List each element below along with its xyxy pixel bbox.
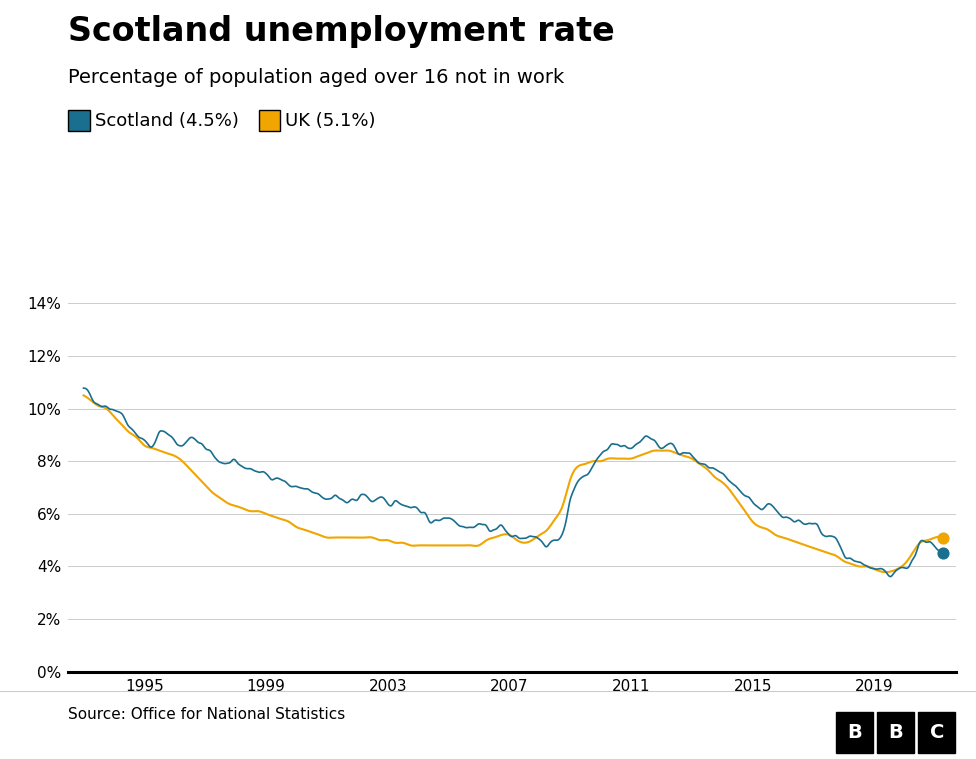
Bar xyxy=(877,712,915,753)
Text: Percentage of population aged over 16 not in work: Percentage of population aged over 16 no… xyxy=(68,68,564,87)
Text: UK (5.1%): UK (5.1%) xyxy=(285,112,376,130)
Text: Scotland (4.5%): Scotland (4.5%) xyxy=(95,112,238,130)
Text: B: B xyxy=(888,723,903,742)
Point xyxy=(935,547,951,559)
Bar xyxy=(836,712,874,753)
Text: Source: Office for National Statistics: Source: Office for National Statistics xyxy=(68,707,346,723)
Text: Scotland unemployment rate: Scotland unemployment rate xyxy=(68,15,615,48)
Text: C: C xyxy=(930,723,944,742)
Text: B: B xyxy=(847,723,862,742)
Point xyxy=(935,531,951,543)
Bar xyxy=(918,712,956,753)
